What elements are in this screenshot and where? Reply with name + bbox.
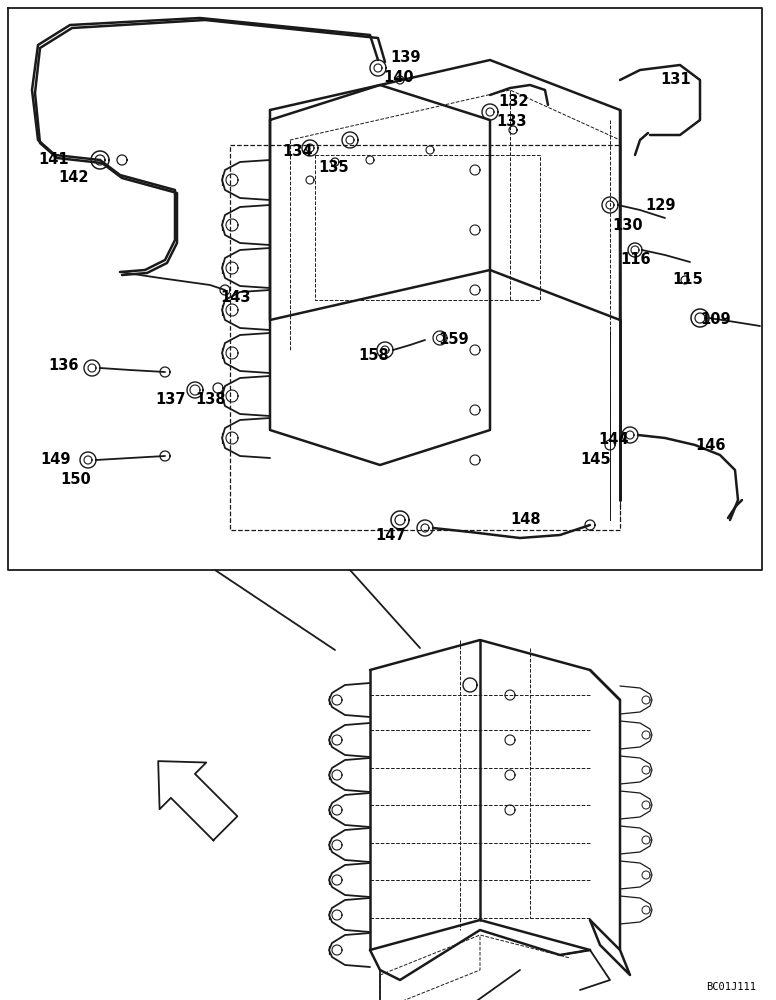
Text: 135: 135 [318,160,348,176]
Text: 146: 146 [695,438,726,452]
Text: 134: 134 [282,144,313,159]
Text: 158: 158 [358,348,389,362]
Text: 139: 139 [390,50,421,66]
Text: 137: 137 [155,392,185,408]
Text: 144: 144 [598,432,629,448]
Text: 143: 143 [220,290,251,306]
Text: 147: 147 [375,528,406,542]
Text: 116: 116 [620,252,650,267]
Text: 132: 132 [498,95,528,109]
Text: 138: 138 [195,392,226,408]
Text: 148: 148 [510,512,541,528]
Text: 141: 141 [38,152,68,167]
Text: 159: 159 [438,332,469,348]
Text: 129: 129 [645,198,675,213]
Text: 130: 130 [612,218,643,232]
Text: BC01J111: BC01J111 [706,982,756,992]
Text: 115: 115 [672,272,703,288]
Text: 150: 150 [60,473,91,488]
Text: 109: 109 [700,312,731,328]
Text: 149: 149 [40,452,71,468]
Text: 131: 131 [660,73,691,88]
Text: 142: 142 [58,170,88,186]
Polygon shape [158,761,237,840]
Text: 145: 145 [580,452,611,468]
Text: 133: 133 [496,114,526,129]
Text: 136: 136 [48,358,78,372]
Text: 140: 140 [383,70,414,86]
